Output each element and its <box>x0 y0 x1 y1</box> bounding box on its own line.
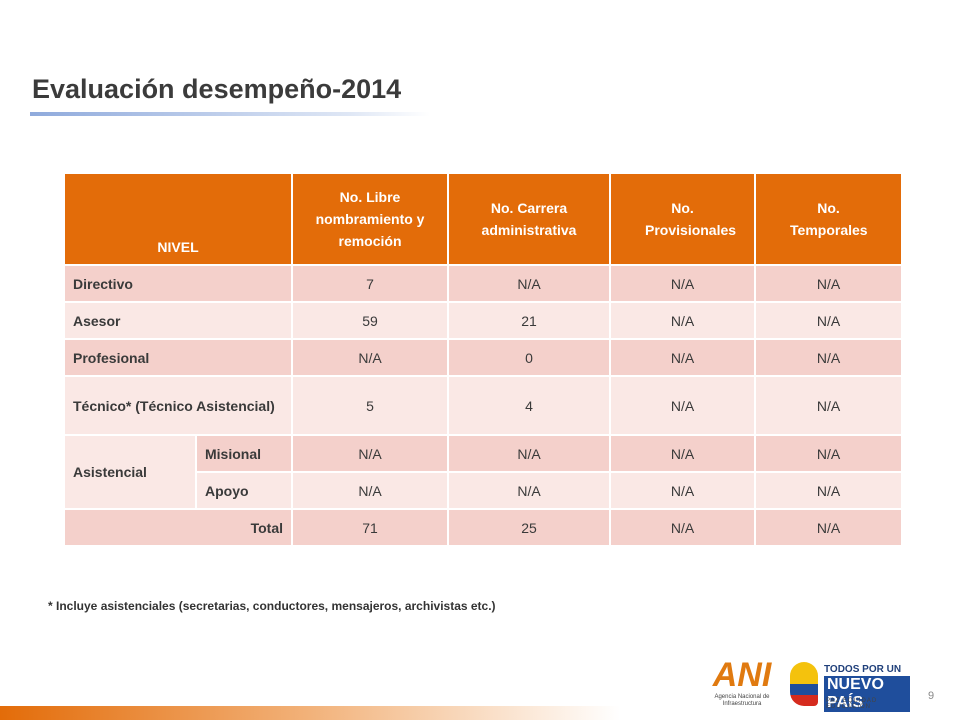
cell: Apoyo <box>194 471 294 510</box>
cell: N/A <box>609 375 757 436</box>
header-cell: No. Temporales <box>754 172 904 266</box>
row: Técnico* (Técnico Asistencial) 5 4 N/A N… <box>62 375 904 436</box>
cell: N/A <box>609 264 757 303</box>
bottom-bar <box>0 706 620 720</box>
cell: N/A <box>754 301 904 340</box>
cell: Misional <box>194 434 294 473</box>
slide-title: Evaluación desempeño-2014 <box>32 74 402 104</box>
cell: 7 <box>291 264 450 303</box>
cell: Asesor <box>62 301 294 340</box>
cell: 0 <box>447 338 612 377</box>
cell: Profesional <box>62 338 294 377</box>
cell: N/A <box>754 375 904 436</box>
ani-logo: ANI Agencia Nacional de Infraestructura <box>712 656 772 708</box>
cell: N/A <box>754 264 904 303</box>
footnote: * Incluye asistenciales (secretarias, co… <box>48 599 496 613</box>
cell: N/A <box>609 471 757 510</box>
cell: N/A <box>447 434 612 473</box>
logo-flag <box>790 662 818 706</box>
cell: 5 <box>291 375 450 436</box>
logo-text: TODOS POR UN <box>824 664 902 675</box>
cell: 4 <box>447 375 612 436</box>
cell: N/A <box>609 434 757 473</box>
row: Asesor 59 21 N/A N/A <box>62 301 904 340</box>
cell: N/A <box>291 338 450 377</box>
row: Directivo 7 N/A N/A N/A <box>62 264 904 303</box>
cell: N/A <box>291 434 450 473</box>
cell: N/A <box>609 301 757 340</box>
header-cell: No. Libre nombramiento y remoción <box>291 172 450 266</box>
cell: N/A <box>609 508 757 547</box>
cell: N/A <box>754 434 904 473</box>
row: Apoyo N/A N/A N/A N/A <box>64 471 904 510</box>
cell: N/A <box>754 508 904 547</box>
cell: N/A <box>291 471 450 510</box>
table: NIVEL No. Libre nombramiento y remoción … <box>62 172 904 547</box>
row: Total 71 25 N/A N/A <box>62 508 904 547</box>
header-cell: NIVEL <box>62 172 294 266</box>
header-row: NIVEL No. Libre nombramiento y remoción … <box>62 172 904 266</box>
cell: Técnico* (Técnico Asistencial) <box>62 375 294 436</box>
cell: 59 <box>291 301 450 340</box>
cell: N/A <box>754 338 904 377</box>
page-number: 9 <box>928 690 935 702</box>
cell: N/A <box>447 471 612 510</box>
cell: Directivo <box>62 264 294 303</box>
title-underline <box>30 112 430 116</box>
row: Profesional N/A 0 N/A N/A <box>62 338 904 377</box>
ani-mark: ANI <box>712 656 772 694</box>
cell: N/A <box>754 471 904 510</box>
cell: N/A <box>447 264 612 303</box>
cell: Total <box>62 508 294 547</box>
cell: 25 <box>447 508 612 547</box>
row: Asistencial Misional N/A N/A N/A N/A <box>63 434 904 510</box>
header-cell: No. Carrera administrativa <box>447 172 612 266</box>
cell: N/A <box>609 338 757 377</box>
cell: Asistencial <box>63 434 197 510</box>
cell: 71 <box>291 508 450 547</box>
ani-name: Agencia Nacional de Infraestructura <box>714 694 770 707</box>
cell: 21 <box>447 301 612 340</box>
logo-text: PAZ EQUIDAD EDUCACIÓN <box>826 698 878 710</box>
header-cell: No. Provisionales <box>609 172 757 266</box>
logo-text: NUEVO PAÍS <box>824 676 910 712</box>
